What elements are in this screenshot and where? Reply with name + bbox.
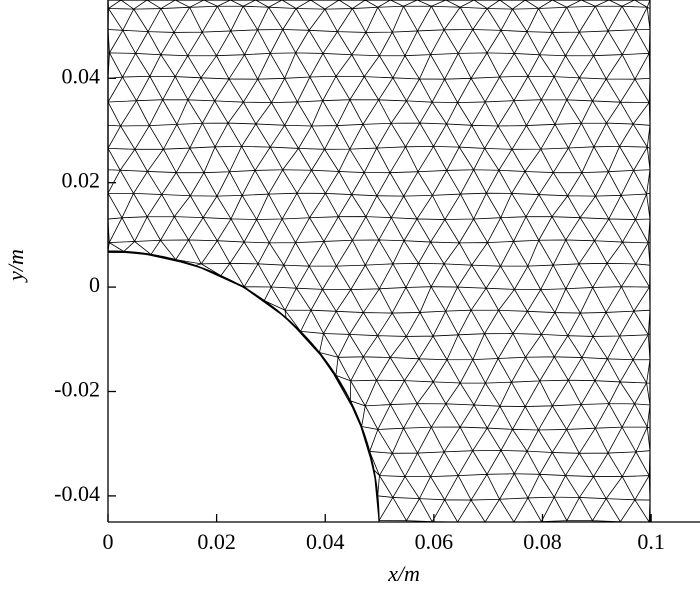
x-tick-label: 0 [103,529,114,554]
x-tick-label: 0.08 [523,529,562,554]
y-axis-label: y/m [3,249,28,283]
y-tick-label: 0.02 [62,168,101,193]
x-tick-label: 0.1 [637,529,665,554]
mesh [108,0,650,522]
x-tick-label: 0.02 [197,529,236,554]
y-tick-label: 0.04 [62,63,101,88]
x-tick-label: 0.04 [306,529,345,554]
domain-boundary [107,0,651,523]
y-tick-label: 0 [89,272,100,297]
y-tick-label: -0.02 [54,377,100,402]
x-tick-label: 0.06 [415,529,454,554]
x-axis-label: x/m [387,561,420,586]
y-tick-label: -0.04 [54,481,100,506]
